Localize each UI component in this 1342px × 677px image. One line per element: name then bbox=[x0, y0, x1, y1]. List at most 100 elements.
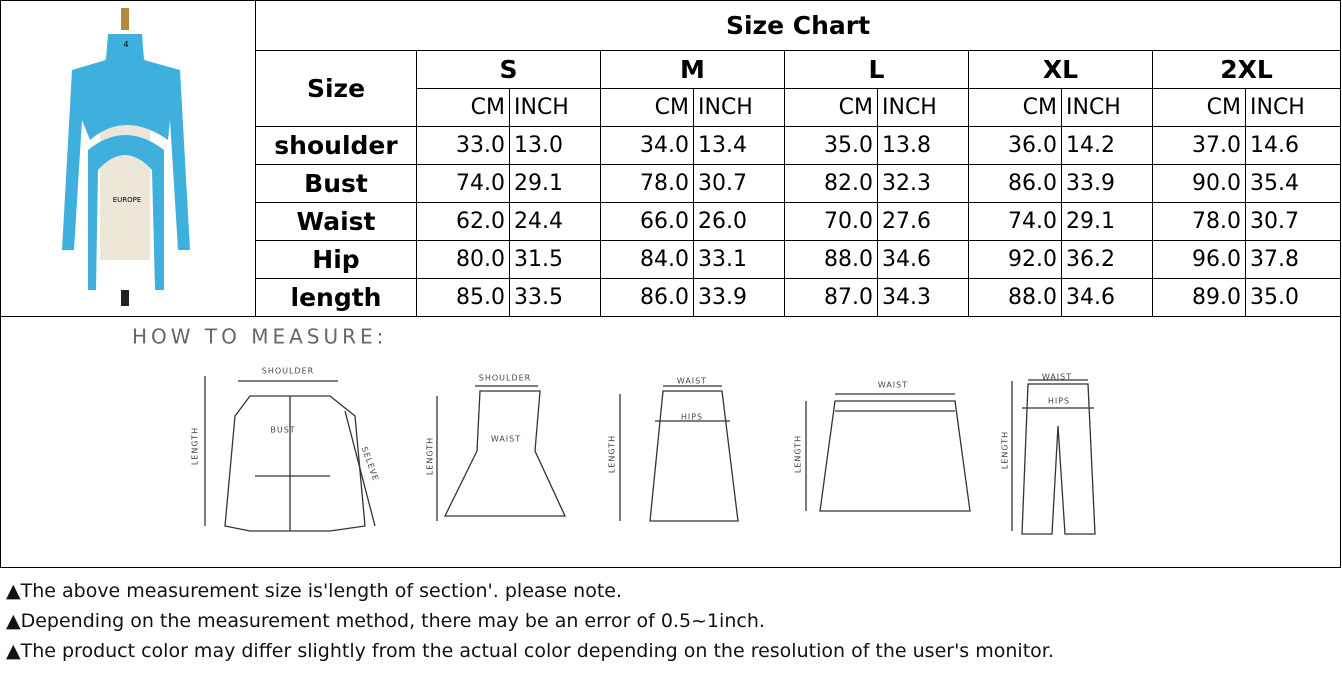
unit-header: INCH bbox=[878, 89, 969, 127]
figure-label: WAIST bbox=[1042, 373, 1072, 382]
unit-header: INCH bbox=[1246, 89, 1341, 127]
size-value: 27.6 bbox=[878, 203, 969, 241]
unit-header: CM bbox=[785, 89, 878, 127]
size-value: 34.6 bbox=[878, 241, 969, 279]
size-value: 96.0 bbox=[1153, 241, 1246, 279]
size-value: 88.0 bbox=[969, 279, 1062, 317]
size-value: 35.4 bbox=[1246, 165, 1341, 203]
figure-label: SHOULDER bbox=[262, 367, 314, 376]
size-value: 29.1 bbox=[510, 165, 601, 203]
size-value: 78.0 bbox=[1153, 203, 1246, 241]
size-value: 33.0 bbox=[417, 127, 510, 165]
stand-label: 4 bbox=[123, 40, 128, 49]
size-value: 37.8 bbox=[1246, 241, 1341, 279]
size-value: 80.0 bbox=[417, 241, 510, 279]
size-value: 34.6 bbox=[1062, 279, 1153, 317]
size-table: Size Chart Size S CM INCH M CM INCH L CM INCH XL CM I… bbox=[255, 0, 1341, 317]
figure-label: LENGTH bbox=[191, 427, 200, 465]
product-image: 4 EUROPE bbox=[0, 0, 256, 317]
size-header: L bbox=[785, 51, 969, 89]
figure-label: HIPS bbox=[1048, 397, 1070, 406]
measure-title: HOW TO MEASURE: bbox=[132, 325, 387, 349]
size-value: 13.4 bbox=[694, 127, 785, 165]
size-value: 37.0 bbox=[1153, 127, 1246, 165]
size-value: 74.0 bbox=[969, 203, 1062, 241]
figure-label: LENGTH bbox=[1001, 431, 1010, 469]
size-value: 35.0 bbox=[1246, 279, 1341, 317]
unit-header: CM bbox=[417, 89, 510, 127]
note: ▲Depending on the measurement method, th… bbox=[6, 610, 765, 632]
size-value: 33.9 bbox=[694, 279, 785, 317]
size-value: 34.0 bbox=[601, 127, 694, 165]
size-value: 85.0 bbox=[417, 279, 510, 317]
size-value: 14.2 bbox=[1062, 127, 1153, 165]
unit-header: CM bbox=[969, 89, 1062, 127]
size-value: 26.0 bbox=[694, 203, 785, 241]
size-value: 82.0 bbox=[785, 165, 878, 203]
size-value: 33.1 bbox=[694, 241, 785, 279]
row-label: length bbox=[256, 279, 417, 317]
size-value: 35.0 bbox=[785, 127, 878, 165]
figure-label: WAIST bbox=[677, 377, 707, 386]
size-header: 2XL bbox=[1153, 51, 1341, 89]
size-value: 86.0 bbox=[969, 165, 1062, 203]
size-value: 90.0 bbox=[1153, 165, 1246, 203]
size-value: 34.3 bbox=[878, 279, 969, 317]
size-header: M bbox=[601, 51, 785, 89]
how-to-measure: HOW TO MEASURE: SHOULDER BUST LENGTH SEL… bbox=[0, 316, 1341, 568]
size-value: 14.6 bbox=[1246, 127, 1341, 165]
note: ▲The above measurement size is'length of… bbox=[6, 580, 622, 602]
size-value: 89.0 bbox=[1153, 279, 1246, 317]
pants-figure: WAIST HIPS LENGTH bbox=[1001, 373, 1096, 535]
figure-label: LENGTH bbox=[794, 435, 803, 473]
size-value: 62.0 bbox=[417, 203, 510, 241]
row-label: shoulder bbox=[256, 127, 417, 165]
size-header: S bbox=[417, 51, 601, 89]
figure-label: LENGTH bbox=[426, 437, 435, 475]
size-value: 86.0 bbox=[601, 279, 694, 317]
size-value: 84.0 bbox=[601, 241, 694, 279]
size-value: 36.2 bbox=[1062, 241, 1153, 279]
size-value: 92.0 bbox=[969, 241, 1062, 279]
unit-header: CM bbox=[601, 89, 694, 127]
size-value: 31.5 bbox=[510, 241, 601, 279]
unit-header: INCH bbox=[694, 89, 785, 127]
unit-header: INCH bbox=[1062, 89, 1153, 127]
row-label: Waist bbox=[256, 203, 417, 241]
size-value: 88.0 bbox=[785, 241, 878, 279]
unit-header: INCH bbox=[510, 89, 601, 127]
size-value: 33.9 bbox=[1062, 165, 1153, 203]
size-value: 33.5 bbox=[510, 279, 601, 317]
brand-label: EUROPE bbox=[113, 196, 142, 204]
size-value: 36.0 bbox=[969, 127, 1062, 165]
row-label: Bust bbox=[256, 165, 417, 203]
figure-label: LENGTH bbox=[608, 435, 617, 473]
note: ▲The product color may differ slightly f… bbox=[6, 640, 1054, 662]
figure-label: SHOULDER bbox=[479, 374, 531, 383]
size-value: 29.1 bbox=[1062, 203, 1153, 241]
size-value: 24.4 bbox=[510, 203, 601, 241]
size-value: 78.0 bbox=[601, 165, 694, 203]
dress-figure: SHOULDER WAIST LENGTH bbox=[426, 374, 567, 521]
size-value: 70.0 bbox=[785, 203, 878, 241]
size-value: 74.0 bbox=[417, 165, 510, 203]
size-value: 66.0 bbox=[601, 203, 694, 241]
figure-label: HIPS bbox=[681, 413, 703, 422]
figure-label: BUST bbox=[270, 426, 295, 435]
skirt-figure: WAIST HIPS LENGTH bbox=[608, 377, 739, 522]
size-value: 30.7 bbox=[1246, 203, 1341, 241]
size-value: 87.0 bbox=[785, 279, 878, 317]
row-label: Hip bbox=[256, 241, 417, 279]
table-title: Size Chart bbox=[256, 1, 1341, 51]
figure-label: WAIST bbox=[491, 435, 521, 444]
size-value: 13.0 bbox=[510, 127, 601, 165]
size-header: XL bbox=[969, 51, 1153, 89]
unit-header: CM bbox=[1153, 89, 1246, 127]
size-value: 13.8 bbox=[878, 127, 969, 165]
figure-label: WAIST bbox=[878, 381, 908, 390]
shorts-figure: WAIST LENGTH bbox=[794, 381, 971, 512]
size-value: 30.7 bbox=[694, 165, 785, 203]
size-header: Size bbox=[256, 51, 417, 127]
size-value: 32.3 bbox=[878, 165, 969, 203]
